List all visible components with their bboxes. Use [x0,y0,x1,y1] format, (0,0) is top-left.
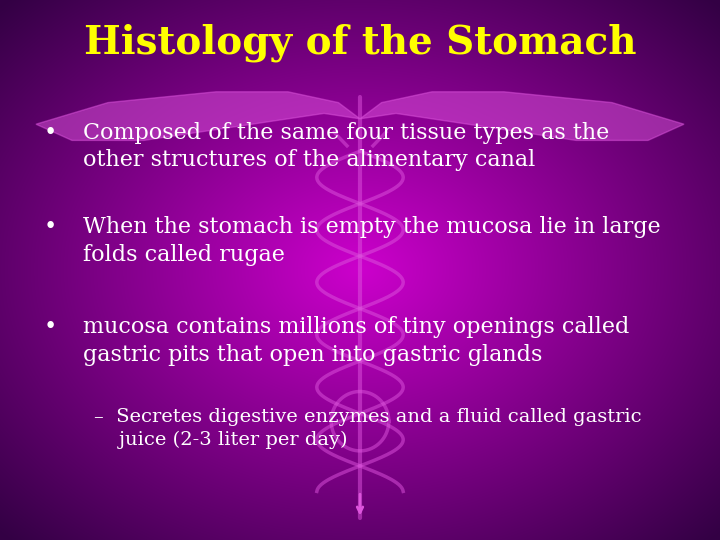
Text: When the stomach is empty the mucosa lie in large
folds called rugae: When the stomach is empty the mucosa lie… [83,216,660,266]
Text: Composed of the same four tissue types as the
other structures of the alimentary: Composed of the same four tissue types a… [83,122,609,172]
Text: •: • [44,122,57,144]
Text: mucosa contains millions of tiny openings called
gastric pits that open into gas: mucosa contains millions of tiny opening… [83,316,629,366]
Text: Histology of the Stomach: Histology of the Stomach [84,24,636,63]
Text: –  Secretes digestive enzymes and a fluid called gastric
    juice (2-3 liter pe: – Secretes digestive enzymes and a fluid… [94,408,642,449]
Text: •: • [44,316,57,338]
Text: •: • [44,216,57,238]
Polygon shape [36,92,360,140]
Polygon shape [360,92,684,140]
